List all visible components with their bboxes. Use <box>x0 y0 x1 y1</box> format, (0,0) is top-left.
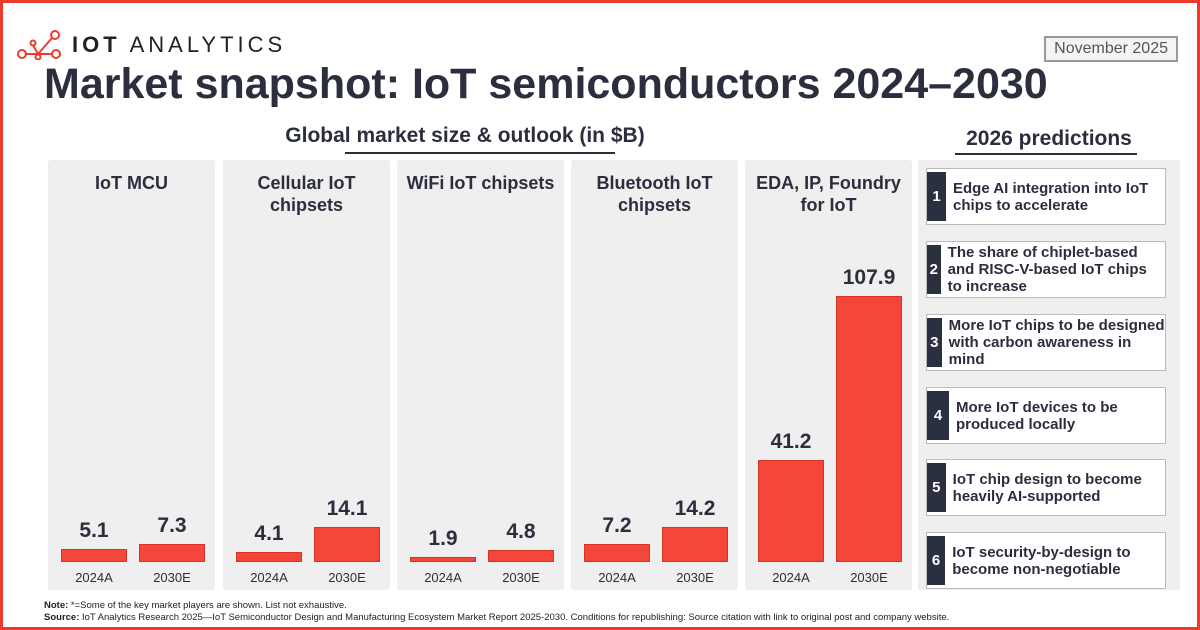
x-tick-label: 2024A <box>424 570 462 585</box>
prediction-text: More IoT devices to be produced locally <box>956 398 1118 433</box>
prediction-item: 3 More IoT chips to be designed with carb… <box>926 314 1166 371</box>
prediction-text: The share of chiplet-based and RISC-V-ba… <box>947 244 1147 295</box>
data-label: 14.1 <box>326 497 368 521</box>
prediction-text: More IoT chips to be designed with carbo… <box>948 317 1165 368</box>
chart-panel: Cellular IoT chipsets 4.1 2024A 14.1 2030E <box>223 160 390 590</box>
x-tick-label: 2030E <box>153 570 191 585</box>
data-label: 5.1 <box>79 519 109 543</box>
bar <box>314 527 380 562</box>
chart-subtitle: Global market size & outlook (in $B) <box>285 124 645 147</box>
x-tick-label: 2024A <box>75 570 113 585</box>
prediction-item: 6 IoT security-by-design to become non-ne… <box>926 532 1166 589</box>
bar <box>410 557 476 562</box>
x-tick-label: 2024A <box>250 570 288 585</box>
predictions-title: 2026 predictions <box>966 127 1132 150</box>
x-tick-label: 2030E <box>328 570 366 585</box>
network-nodes-icon <box>17 30 61 60</box>
panel-title: IoT MCU <box>95 173 168 193</box>
x-tick-label: 2024A <box>772 570 810 585</box>
chart-panel: IoT MCU 5.1 2024A 7.3 2030E <box>48 160 215 590</box>
panel-title: Bluetooth IoT chipsets <box>596 173 713 215</box>
brand-name: IOT ANALYTICS <box>72 32 287 57</box>
prediction-number: 2 <box>927 245 941 294</box>
data-label: 14.2 <box>674 496 716 520</box>
x-tick-label: 2030E <box>676 570 714 585</box>
predictions-panel: 1 Edge AI integration into IoT chips to a… <box>918 160 1180 590</box>
x-tick-label: 2030E <box>850 570 888 585</box>
prediction-text: IoT chip design to become heavily AI-sup… <box>952 470 1142 505</box>
logo: IOT ANALYTICS <box>16 30 286 60</box>
bar <box>236 551 302 562</box>
prediction-item: 5 IoT chip design to become heavily AI-su… <box>926 459 1166 516</box>
predictions-underline <box>955 153 1137 155</box>
prediction-item: 2 The share of chiplet-based and RISC-V-b… <box>926 241 1166 298</box>
prediction-item: 1 Edge AI integration into IoT chips to a… <box>926 168 1166 225</box>
data-label: 107.9 <box>842 266 896 289</box>
x-tick-label: 2030E <box>502 570 540 585</box>
prediction-text: Edge AI integration into IoT chips to ac… <box>953 179 1149 214</box>
data-label: 41.2 <box>770 430 812 454</box>
bar <box>61 549 127 562</box>
data-label: 4.8 <box>506 520 536 544</box>
prediction-number: 4 <box>927 391 949 440</box>
data-label: 1.9 <box>428 527 458 551</box>
chart-panel: WiFi IoT chipsets 1.9 2024A 4.8 2030E <box>397 160 564 590</box>
bar <box>836 296 902 562</box>
bar <box>758 460 824 562</box>
panel-title: WiFi IoT chipsets <box>406 173 555 193</box>
data-label: 7.2 <box>602 514 632 538</box>
date-badge: November 2025 <box>1044 36 1178 62</box>
bar <box>488 550 554 562</box>
bar <box>584 544 650 562</box>
prediction-text: IoT security-by-design to become non-neg… <box>952 543 1131 578</box>
chart-panel: EDA, IP, Foundry for IoT 41.2 2024A 107.9 20… <box>745 160 912 590</box>
footnote: Note: *=Some of the key market players a… <box>44 600 950 623</box>
data-label: 4.1 <box>254 521 284 545</box>
bar <box>139 544 205 562</box>
prediction-item: 4 More IoT devices to be produced locally <box>926 387 1166 444</box>
data-label: 7.3 <box>157 514 187 537</box>
prediction-number: 6 <box>927 536 946 585</box>
prediction-number: 1 <box>927 172 947 221</box>
chart-panel: Bluetooth IoT chipsets 7.2 2024A 14.2 2030E <box>571 160 738 590</box>
subtitle-underline <box>345 152 615 154</box>
panel-title: Cellular IoT chipsets <box>257 173 356 215</box>
prediction-number: 5 <box>927 463 946 512</box>
x-tick-label: 2024A <box>598 570 636 585</box>
bar <box>662 526 728 562</box>
prediction-number: 3 <box>927 318 942 367</box>
panel-title: EDA, IP, Foundry for IoT <box>756 173 901 215</box>
page-title: Market snapshot: IoT semiconductors 2024… <box>44 60 1048 108</box>
